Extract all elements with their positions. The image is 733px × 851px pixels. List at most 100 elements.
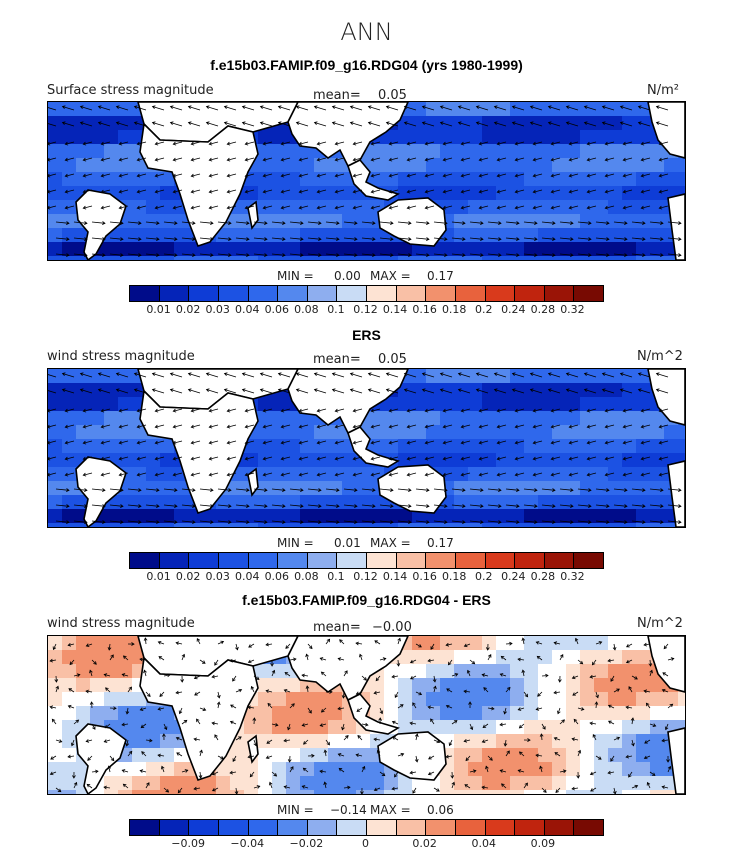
vector-arrowhead [48,472,51,477]
colorbar-tick-label: 0.02 [175,303,201,316]
vector-arrowhead [262,472,267,477]
vector-arrow [667,504,681,507]
vector-arrowhead [517,707,522,711]
vector-arrowhead [658,440,663,445]
field-cell [594,636,609,651]
field-cell [496,762,511,777]
field-cell [538,650,553,665]
vector-arrow [641,472,651,476]
vector-arrow [296,106,309,111]
field-cell [272,678,287,693]
vector-arrowhead [391,786,396,791]
field-cell [286,762,301,777]
vector-arrowhead [228,253,232,257]
vector-arrowhead [323,781,328,786]
colorbar-tick-label: 0.32 [560,570,585,583]
vector-arrowhead [481,673,486,677]
field-cell [622,397,637,412]
vector-arrow [451,720,458,725]
vector-arrow [48,472,57,476]
vector-arrow [69,659,75,665]
vector-arrow [145,691,151,697]
field-cell [62,481,77,496]
vector-arrow [181,520,195,523]
vector-arrow [80,389,93,394]
field-cell [496,790,511,794]
field-cell [314,720,329,735]
vector-arrowhead [136,456,141,461]
field-cell [650,425,665,440]
vector-arrow [407,424,417,428]
vector-arrowhead [547,372,552,376]
field-cell [398,256,413,260]
field-cell [174,790,189,794]
colorbar-tick-label: 0.03 [205,570,230,583]
field-cell [370,144,385,159]
field-cell [342,481,357,496]
vector-arrow [48,424,57,428]
vector-arrow [623,408,633,412]
vector-arrow [105,723,111,729]
vector-arrowhead [658,456,663,461]
field-cell [244,186,259,201]
field-cell [216,509,231,524]
vector-arrowhead [372,488,376,492]
field-cell [678,186,685,201]
vector-arrowhead [139,769,144,773]
vector-arrowhead [644,740,648,744]
field-cell [622,790,637,794]
vector-arrowhead [409,721,414,726]
field-cell [328,228,343,243]
vector-arrowhead [514,424,519,429]
field-cell [608,439,623,454]
field-cell [496,467,511,482]
vector-arrowhead [485,647,490,651]
vector-arrow [163,674,170,677]
vector-arrowhead [496,189,501,194]
vector-arrowhead [511,372,516,376]
vector-arrowhead [187,388,192,392]
vector-arrowhead [529,372,534,376]
vector-arrow [173,408,183,412]
vector-arrow [515,424,525,428]
field-cell [258,692,273,707]
vector-arrowhead [552,237,556,241]
vector-arrowhead [295,388,300,392]
field-cell [272,481,287,496]
field-cell [90,369,105,384]
vector-arrow [271,237,285,240]
vector-arrowhead [283,689,288,693]
field-cell [636,214,651,229]
field-cell [496,706,511,721]
vector-arrowhead [174,221,178,225]
field-cell [398,397,413,412]
vector-arrow [519,723,525,729]
vector-arrow [479,173,489,177]
vector-arrowhead [424,424,429,429]
vector-arrowhead [553,641,558,645]
field-cell [160,706,175,721]
vector-arrowhead [375,677,380,682]
field-cell [258,748,273,763]
vector-arrowhead [241,372,246,376]
vector-arrowhead [97,105,102,109]
field-cell [342,776,357,791]
colorbar-tick-label: 0.04 [235,303,260,316]
vector-arrowhead [532,189,537,194]
vector-arrow [497,141,507,145]
vector-arrow [371,456,381,460]
field-cell [160,523,175,527]
vector-arrowhead [334,141,339,146]
vector-arrowhead [424,157,429,162]
field-cell [230,481,245,496]
field-cell [286,172,301,187]
vector-arrow [605,456,615,460]
vector-arrow [497,157,507,161]
colorbar-tick-label: 0.12 [353,570,378,583]
vector-arrowhead [226,408,231,413]
vector-arrowhead [184,769,189,773]
field-cell [104,397,119,412]
field-cell [356,481,371,496]
continent-outline [647,369,685,426]
vector-arrow [48,440,57,444]
